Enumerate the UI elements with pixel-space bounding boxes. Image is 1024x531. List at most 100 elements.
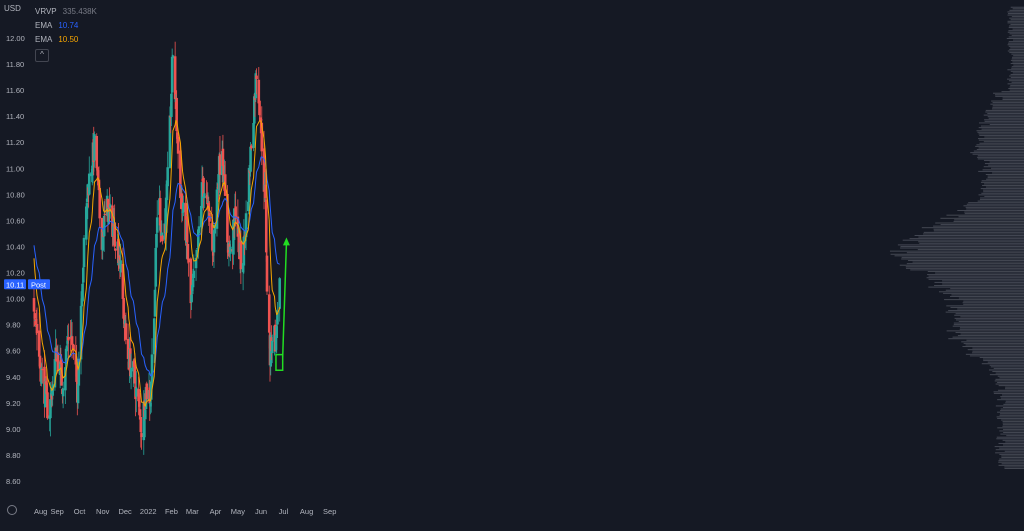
candle-body — [202, 177, 205, 196]
volume-profile-bar — [1008, 36, 1024, 38]
volume-profile-bar — [1001, 419, 1024, 421]
candle-body — [252, 123, 255, 148]
volume-profile-bar — [1009, 75, 1024, 77]
y-tick-label: 8.80 — [6, 451, 21, 460]
candle-body — [143, 400, 146, 418]
volume-profile-bar — [993, 392, 1024, 394]
candle-body — [123, 315, 126, 324]
volume-profile-bar — [992, 172, 1024, 174]
volume-profile-bar — [966, 208, 1024, 210]
volume-profile-bar — [988, 117, 1024, 119]
volume-profile-bar — [958, 320, 1024, 322]
volume-profile-bar — [999, 377, 1024, 379]
volume-profile-bar — [978, 194, 1024, 196]
candles — [32, 41, 281, 455]
volume-profile-bar — [923, 233, 1024, 235]
candle-body — [160, 232, 164, 237]
candle-body — [102, 215, 106, 237]
candle-body — [135, 387, 138, 397]
volume-profile-bar — [981, 180, 1024, 182]
volume-profile-bar — [972, 153, 1024, 155]
candle-body — [140, 433, 143, 437]
x-tick-label: Aug — [300, 507, 313, 516]
volume-profile-bar — [1010, 63, 1024, 65]
volume-profile-bar — [1001, 463, 1024, 465]
volume-profile-bar — [977, 158, 1024, 160]
y-tick-label: 11.00 — [6, 164, 24, 173]
volume-profile-bar — [998, 460, 1024, 462]
volume-profile-bar — [1011, 34, 1024, 36]
volume-profile-bar — [999, 430, 1024, 432]
y-tick-label: 9.60 — [6, 347, 21, 356]
volume-profile-bar — [998, 385, 1024, 387]
candle-body — [71, 343, 75, 346]
volume-profile-bar — [1002, 406, 1024, 408]
volume-profile-bar — [955, 319, 1024, 321]
candle-body — [119, 260, 122, 273]
volume-profile-bar — [1010, 84, 1024, 86]
volume-profile-bar — [980, 197, 1024, 199]
currency-label[interactable]: USD — [4, 4, 21, 13]
volume-profile-bar — [1004, 450, 1024, 452]
candle-body — [32, 298, 36, 312]
candle-body — [161, 235, 164, 242]
volume-profile-bar — [960, 316, 1024, 318]
candle-body — [155, 217, 159, 233]
volume-profile-bar — [963, 300, 1024, 302]
volume-profile-bar — [953, 324, 1024, 326]
volume-profile-bar — [1005, 441, 1024, 443]
y-tick-label: 9.20 — [6, 399, 21, 408]
candle-body — [189, 258, 193, 304]
volume-profile-bar — [1005, 388, 1024, 390]
volume-profile-bar — [987, 361, 1024, 363]
volume-profile-bar — [1007, 44, 1024, 46]
legend-row-vrvp[interactable]: VRVP 335.438K — [35, 5, 97, 19]
candle-body — [67, 337, 70, 341]
volume-profile-bar — [1011, 16, 1024, 18]
volume-profile-bar — [902, 239, 1024, 241]
volume-profile-bar — [933, 230, 1024, 232]
chart-settings-gear-icon[interactable] — [7, 505, 17, 515]
candle-body — [241, 263, 245, 273]
candle-body — [70, 336, 74, 345]
volume-profile-bar — [998, 464, 1024, 466]
volume-profile-bar — [986, 178, 1024, 180]
volume-profile-bar — [997, 381, 1024, 383]
x-tick-label: Mar — [186, 507, 199, 516]
volume-profile-bar — [1006, 38, 1024, 39]
y-tick-label: 11.60 — [6, 86, 24, 95]
x-tick-label: Sep — [323, 507, 336, 516]
volume-profile-bar — [1009, 52, 1024, 54]
volume-profile-bar — [1010, 19, 1024, 21]
candle-body — [152, 318, 156, 355]
candle-body — [260, 122, 264, 152]
candle-body — [113, 222, 116, 247]
collapse-legend-button[interactable]: ^ — [35, 49, 49, 62]
candle-body — [79, 305, 83, 360]
y-tick-label: 11.80 — [6, 60, 24, 69]
volume-profile-bar — [987, 116, 1024, 118]
volume-profile-bar — [965, 344, 1024, 346]
y-tick-label: 10.60 — [6, 216, 25, 225]
volume-profile-bar — [1013, 64, 1024, 66]
volume-profile-bar — [996, 436, 1024, 438]
volume-profile-bar — [1002, 439, 1024, 441]
indicator-legend: VRVP 335.438K EMA 10.74 EMA 10.50 ^ — [35, 5, 97, 62]
legend-row-ema-orange[interactable]: EMA 10.50 — [35, 33, 97, 47]
volume-profile-bar — [1011, 81, 1024, 83]
volume-profile-bar — [1008, 27, 1024, 29]
candle-body — [206, 201, 210, 203]
candle-body — [111, 205, 114, 237]
legend-row-ema-blue[interactable]: EMA 10.74 — [35, 19, 97, 33]
volume-profile-bar — [1008, 88, 1024, 90]
volume-profile-bar — [959, 327, 1024, 329]
price-badge-value: 10.11 — [6, 280, 24, 289]
candle-body — [95, 135, 99, 169]
volume-profile-bar — [928, 286, 1024, 288]
candle-body — [150, 354, 154, 383]
volume-profile-bar — [1007, 83, 1024, 85]
volume-profile-bar — [988, 164, 1024, 166]
candle-body — [215, 189, 219, 229]
